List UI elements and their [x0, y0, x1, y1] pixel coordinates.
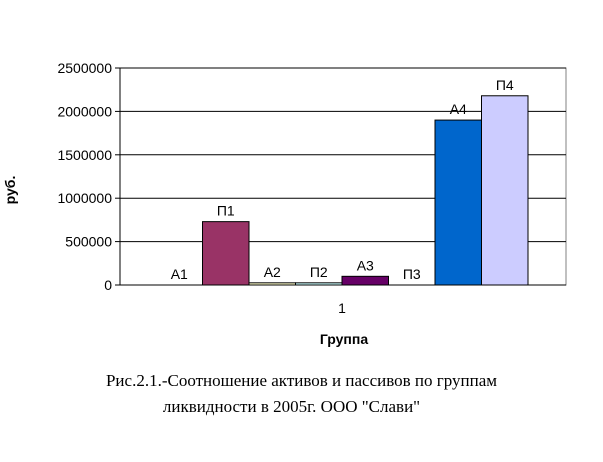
y-tick-label: 1500000	[57, 147, 112, 163]
bar-label-4: П2	[310, 264, 328, 280]
y-tick-label: 0	[104, 277, 112, 293]
y-tick-label: 2500000	[57, 60, 112, 76]
y-tick-label: 1000000	[57, 190, 112, 206]
x-tick-label: 1	[338, 300, 346, 316]
bar-5	[341, 275, 389, 286]
bar-label-1: А1	[171, 266, 188, 282]
y-tick-label: 2000000	[57, 103, 112, 119]
bar-7	[434, 119, 482, 286]
bar-label-5: А3	[357, 257, 374, 273]
bar-label-6: П3	[403, 266, 421, 282]
bar-label-7: А4	[450, 101, 467, 117]
y-tick-label: 500000	[65, 234, 112, 250]
bar-2	[202, 221, 250, 286]
x-axis-title: Группа	[320, 331, 368, 347]
caption-line-1: Рис.2.1.-Соотношение активов и пассивов …	[105, 371, 498, 390]
figure-caption: Рис.2.1.-Соотношение активов и пассивов …	[0, 368, 603, 420]
y-axis-title: руб.	[2, 176, 18, 205]
caption-line-2: ликвидности в 2005г. ООО "Слави"	[162, 397, 421, 416]
bar-label-2: П1	[217, 203, 235, 219]
bar-label-8: П4	[496, 77, 514, 93]
bar-8	[481, 95, 529, 286]
bar-label-3: А2	[264, 264, 281, 280]
